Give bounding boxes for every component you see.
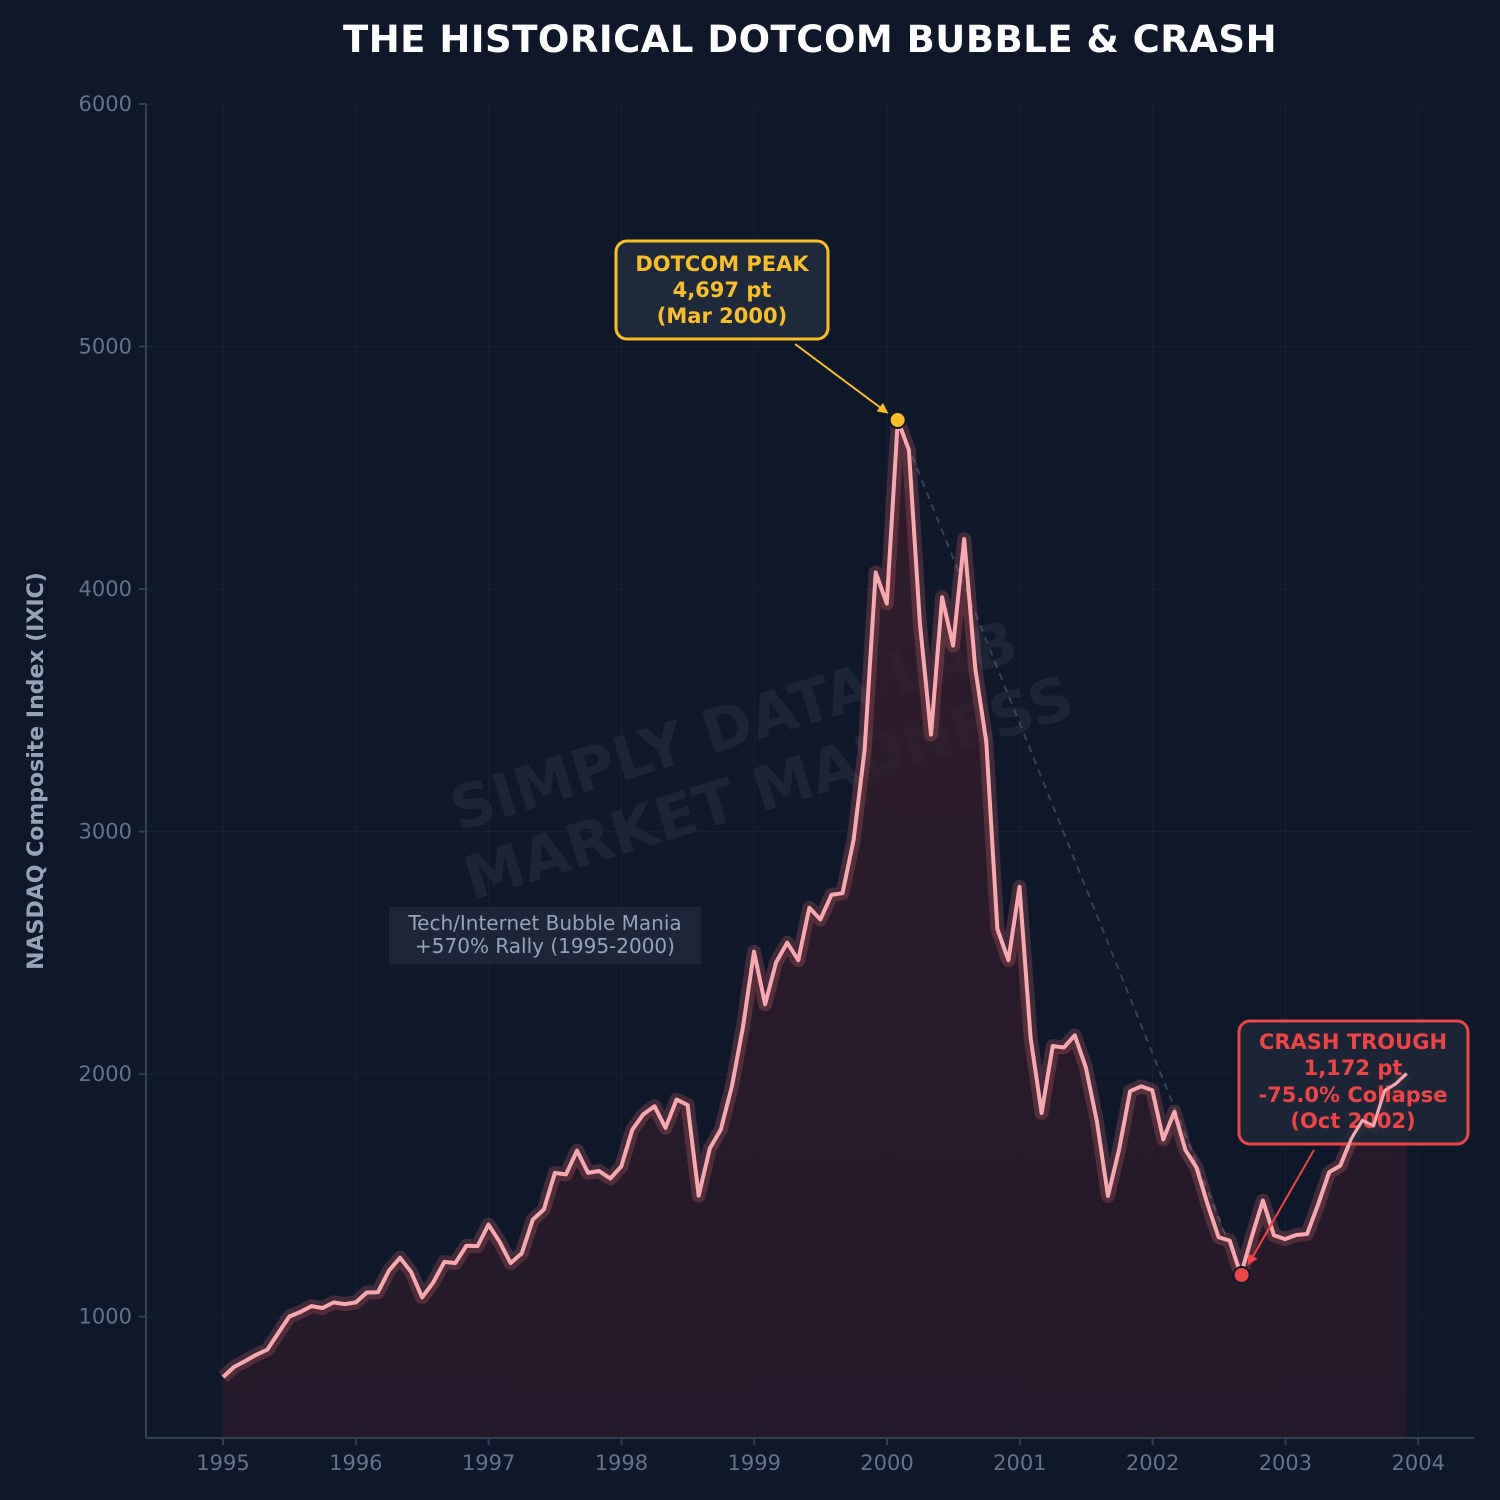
- x-tick-label: 2004: [1391, 1451, 1444, 1475]
- x-tick-label: 1995: [196, 1451, 249, 1475]
- bubble-note-box: [389, 907, 701, 964]
- y-tick-label: 4000: [79, 577, 132, 601]
- trough-label: CRASH TROUGH: [1259, 1030, 1447, 1054]
- x-tick-label: 1999: [727, 1451, 780, 1475]
- peak-arrowhead: [876, 403, 889, 414]
- x-tick-label: 2003: [1259, 1451, 1312, 1475]
- bubble-note-line-1: Tech/Internet Bubble Mania: [407, 911, 681, 935]
- chart-title: THE HISTORICAL DOTCOM BUBBLE & CRASH: [343, 18, 1277, 61]
- x-tick-label: 2002: [1126, 1451, 1179, 1475]
- y-axis-label: NASDAQ Composite Index (IXIC): [24, 572, 49, 970]
- bubble-note-line-2: +570% Rally (1995-2000): [415, 934, 675, 958]
- series-line-tail: [1328, 1072, 1408, 1174]
- trough-arrow: [1250, 1149, 1315, 1260]
- x-tick-label: 2001: [993, 1451, 1046, 1475]
- x-tick-label: 1997: [462, 1451, 515, 1475]
- trough-arrowhead: [1247, 1253, 1258, 1266]
- y-tick-label: 6000: [79, 92, 132, 116]
- x-ticks: 1995 1996 1997 1998 1999 2000 2001 2002 2003 2004: [196, 1438, 1445, 1475]
- trough-box: [1237, 1019, 1470, 1146]
- y-tick-label: 5000: [79, 335, 132, 359]
- trough-value: 1,172 pt: [1304, 1056, 1403, 1080]
- y-tick-label: 2000: [79, 1062, 132, 1086]
- peak-annotation: DOTCOM PEAK 4,697 pt (Mar 2000): [614, 239, 907, 430]
- y-tick-label: 1000: [79, 1305, 132, 1329]
- x-tick-label: 1998: [595, 1451, 648, 1475]
- bubble-note: Tech/Internet Bubble Mania +570% Rally (…: [389, 907, 701, 964]
- peak-label: DOTCOM PEAK: [635, 252, 809, 276]
- y-tick-label: 3000: [79, 820, 132, 844]
- trough-marker: [1232, 1266, 1251, 1285]
- x-tick-label: 1996: [329, 1451, 382, 1475]
- trough-collapse: -75.0% Collapse: [1258, 1083, 1447, 1107]
- peak-arrow: [794, 343, 883, 410]
- peak-value: 4,697 pt: [673, 278, 772, 302]
- trough-annotation: CRASH TROUGH 1,172 pt -75.0% Collapse (O…: [1232, 1019, 1470, 1285]
- peak-to-trough-line: [896, 419, 1243, 1276]
- peak-date: (Mar 2000): [657, 304, 787, 328]
- axes: [145, 104, 1474, 1439]
- peak-marker: [888, 411, 907, 430]
- y-ticks: 1000 2000 3000 4000 5000 6000: [79, 92, 146, 1329]
- peak-box: [614, 239, 830, 341]
- x-tick-label: 2000: [860, 1451, 913, 1475]
- trough-date: (Oct 2002): [1290, 1109, 1415, 1133]
- series-line: [221, 418, 1409, 1379]
- area-under-line: [223, 420, 1407, 1438]
